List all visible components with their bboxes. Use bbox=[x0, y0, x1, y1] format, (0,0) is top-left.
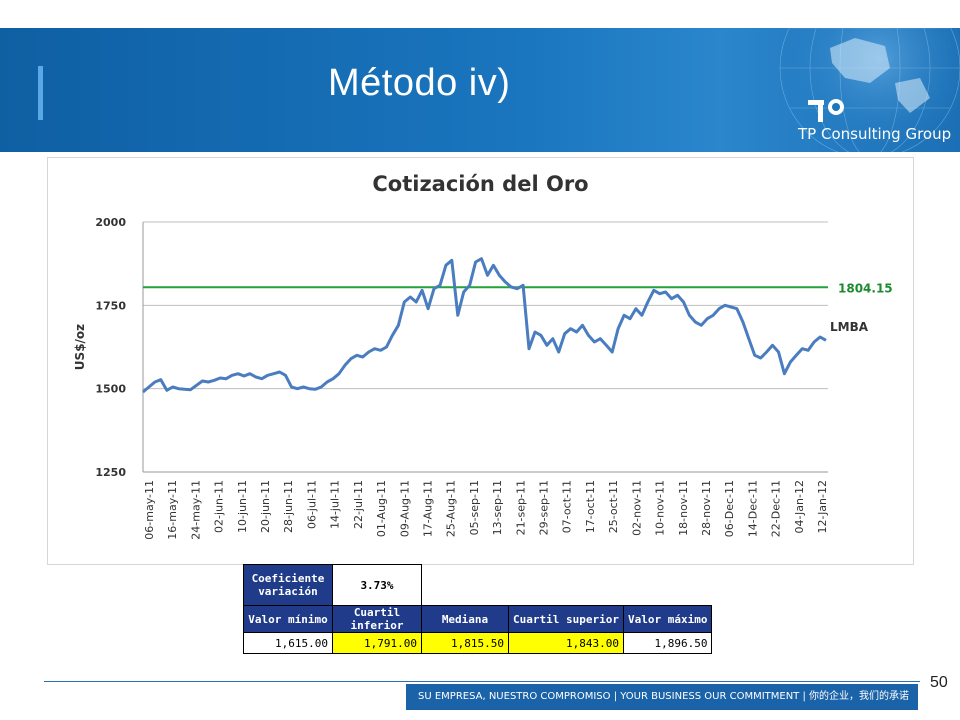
x-tick-label: 06-may-11 bbox=[143, 480, 156, 540]
page-number: 50 bbox=[930, 674, 948, 691]
value-min: 1,615.00 bbox=[243, 632, 333, 654]
reference-line-label: 1804.15 bbox=[838, 281, 893, 295]
series-label: LMBA bbox=[830, 320, 869, 334]
x-tick-label: 20-jun-11 bbox=[259, 480, 272, 533]
footer-slogan: SU EMPRESA, NUESTRO COMPROMISO | YOUR BU… bbox=[406, 684, 918, 710]
x-tick-label: 18-nov-11 bbox=[677, 480, 690, 536]
cv-label-line-1: Coeficiente bbox=[251, 572, 325, 585]
cv-label-line-2: variación bbox=[258, 585, 318, 598]
brand-name: TP Consulting Group bbox=[798, 125, 952, 143]
x-tick-label: 05-sep-11 bbox=[468, 480, 481, 535]
header-q3: Cuartil superior bbox=[508, 605, 624, 633]
x-tick-label: 06-Dec-11 bbox=[723, 480, 736, 537]
x-tick-label: 02-jun-11 bbox=[213, 480, 226, 533]
x-tick-label: 21-sep-11 bbox=[514, 480, 527, 535]
value-max: 1,896.50 bbox=[622, 632, 713, 654]
x-tick-label: 04-Jan-12 bbox=[793, 480, 806, 534]
y-tick-label: 1250 bbox=[95, 466, 126, 479]
table-row: Valor mínimo Cuartil inferior Mediana Cu… bbox=[243, 605, 713, 633]
x-tick-label: 09-Aug-11 bbox=[398, 480, 411, 537]
x-tick-label: 28-jun-11 bbox=[282, 480, 295, 533]
x-tick-label: 06-jul-11 bbox=[305, 480, 318, 529]
y-tick-label: 1750 bbox=[95, 299, 126, 312]
x-tick-label: 16-may-11 bbox=[166, 480, 179, 540]
header-median: Mediana bbox=[421, 605, 509, 633]
header-accent-bar bbox=[38, 66, 43, 120]
x-tick-label: 07-oct-11 bbox=[561, 480, 574, 533]
chart-frame: Cotización del Oro 1250 1500 1750 2000 US$/o… bbox=[47, 157, 914, 565]
x-tick-label: 10-nov-11 bbox=[654, 480, 667, 536]
globe-logo-icon bbox=[775, 28, 960, 152]
x-tick-label: 25-oct-11 bbox=[607, 480, 620, 533]
x-tick-label: 29-sep-11 bbox=[538, 480, 551, 535]
y-tick-label: 2000 bbox=[95, 216, 126, 229]
value-q3: 1,843.00 bbox=[508, 632, 624, 654]
x-tick-label: 22-Dec-11 bbox=[770, 480, 783, 537]
series-line-lmba bbox=[142, 257, 827, 394]
chart-title: Cotización del Oro bbox=[372, 172, 589, 196]
table-row: 1,615.00 1,791.00 1,815.50 1,843.00 1,89… bbox=[243, 632, 713, 654]
cv-value: 3.73% bbox=[332, 564, 422, 606]
empty-cell bbox=[422, 565, 712, 606]
x-tick-label: 28-nov-11 bbox=[700, 480, 713, 536]
x-tick-label: 25-Aug-11 bbox=[445, 480, 458, 537]
header-q1: Cuartil inferior bbox=[332, 605, 422, 633]
x-tick-label: 13-sep-11 bbox=[491, 480, 504, 535]
y-axis-label: US$/oz bbox=[73, 324, 87, 370]
x-tick-label: 17-Aug-11 bbox=[421, 480, 434, 537]
header-max: Valor máximo bbox=[622, 605, 713, 633]
x-tick-label: 22-jul-11 bbox=[352, 480, 365, 529]
value-q1: 1,791.00 bbox=[332, 632, 422, 654]
x-tick-label: 17-oct-11 bbox=[584, 480, 597, 533]
gold-price-chart: 1250 1500 1750 2000 US$/oz 06-may-11 16-may-11… bbox=[73, 216, 893, 540]
footer-divider bbox=[44, 681, 920, 682]
statistics-table: Coeficiente variación 3.73% Valor mínimo… bbox=[243, 564, 713, 654]
x-tick-label: 14-jul-11 bbox=[329, 480, 342, 529]
x-tick-label: 24-may-11 bbox=[189, 480, 202, 540]
header-min: Valor mínimo bbox=[243, 605, 333, 633]
slide-title: Método iv) bbox=[328, 62, 511, 104]
y-tick-label: 1500 bbox=[95, 383, 126, 396]
value-median: 1,815.50 bbox=[421, 632, 509, 654]
x-tick-label: 01-Aug-11 bbox=[375, 480, 388, 537]
slide-header: Método iv) TP Consulting Group bbox=[0, 28, 960, 152]
x-tick-label: 10-jun-11 bbox=[236, 480, 249, 533]
cv-label-cell: Coeficiente variación bbox=[243, 564, 333, 606]
x-tick-label: 12-Jan-12 bbox=[816, 480, 829, 534]
x-tick-label: 02-nov-11 bbox=[630, 480, 643, 536]
x-tick-label: 14-Dec-11 bbox=[746, 480, 759, 537]
